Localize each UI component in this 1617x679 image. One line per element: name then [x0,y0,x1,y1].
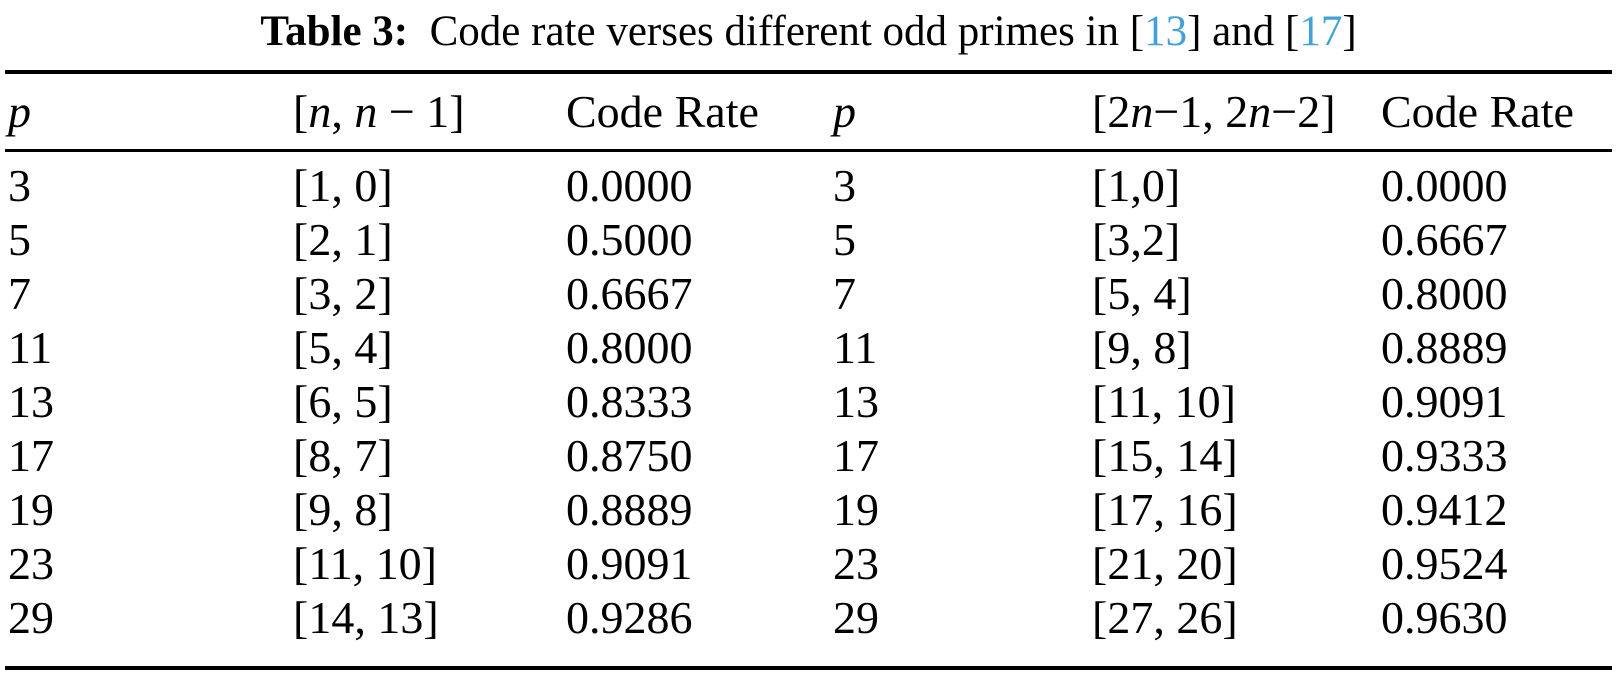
cell-code-rate: 0.8333 [566,375,693,427]
header-p-right: p [830,72,1089,152]
cell-p: 19 [833,483,879,535]
table-header-row: p [n, n − 1] Code Rate p [2n−1, 2n−2] Co… [5,72,1612,152]
table-row: 7 [3, 2] 0.6667 7 [5, 4] 0.8000 [5,266,1612,320]
table-row: 29 [14, 13] 0.9286 29 [27, 26] 0.9630 [5,590,1612,668]
cell-p: 5 [8,213,31,265]
cell-p: 29 [833,591,879,643]
citation-link[interactable]: 13 [1144,8,1188,55]
cell-code-rate: 0.9630 [1381,591,1508,643]
cell-code-rate: 0.5000 [566,213,693,265]
cell-p: 3 [8,159,31,211]
text-part: Code Rate [1381,86,1574,137]
header-n-bracket-right: [2n−1, 2n−2] [1089,72,1378,152]
cell-code-params: [17, 16] [1092,483,1238,535]
table-row: 5 [2, 1] 0.5000 5 [3,2] 0.6667 [5,212,1612,266]
cell-p: 7 [833,267,856,319]
text-part: Table 3: [260,8,409,55]
table-caption: Table 3: Code rate verses different odd … [0,0,1617,70]
header-code-rate-right: Code Rate [1378,72,1612,152]
cell-code-rate: 0.6667 [1381,213,1508,265]
cell-p: 23 [833,537,879,589]
text-part: − 1] [377,86,465,137]
table-row: 3 [1, 0] 0.0000 3 [1,0] 0.0000 [5,151,1612,213]
cell-code-params: [1, 0] [293,159,393,211]
cell-code-params: [1,0] [1092,159,1181,211]
cell-code-rate: 0.9091 [1381,375,1508,427]
math-variable: n [1248,86,1272,137]
table-row: 17 [8, 7] 0.8750 17 [15, 14] 0.9333 [5,428,1612,482]
text-part: ] and [ [1187,8,1300,55]
cell-p: 13 [833,375,879,427]
text-part: , [331,86,355,137]
cell-code-params: [21, 20] [1092,537,1238,589]
cell-code-rate: 0.0000 [566,159,693,211]
text-part: Code rate verses different odd primes in [408,8,1130,55]
cell-code-rate: 0.9524 [1381,537,1508,589]
cell-p: 29 [8,591,54,643]
cell-code-rate: 0.8889 [1381,321,1508,373]
cell-p: 13 [8,375,54,427]
cell-code-rate: 0.8889 [566,483,693,535]
cell-p: 17 [833,429,879,481]
math-variable: p [8,86,31,137]
header-code-rate-left: Code Rate [563,72,830,152]
citation-link[interactable]: 17 [1299,8,1343,55]
cell-code-params: [3,2] [1092,213,1181,265]
code-rate-table: p [n, n − 1] Code Rate p [2n−1, 2n−2] Co… [5,70,1612,670]
cell-p: 23 [8,537,54,589]
text-part: −2] [1271,86,1336,137]
header-n-bracket-left: [n, n − 1] [290,72,563,152]
cell-code-rate: 0.9286 [566,591,693,643]
cell-code-rate: 0.8000 [566,321,693,373]
cell-code-params: [14, 13] [293,591,439,643]
cell-p: 5 [833,213,856,265]
table-row: 11 [5, 4] 0.8000 11 [9, 8] 0.8889 [5,320,1612,374]
cell-p: 11 [833,321,878,373]
cell-p: 19 [8,483,54,535]
text-part: ] [1342,8,1357,55]
table-row: 13 [6, 5] 0.8333 13 [11, 10] 0.9091 [5,374,1612,428]
cell-code-params: [8, 7] [293,429,393,481]
math-variable: n [1130,86,1154,137]
cell-code-params: [6, 5] [293,375,393,427]
cell-code-rate: 0.8000 [1381,267,1508,319]
cell-code-rate: 0.8750 [566,429,693,481]
text-part: Code Rate [566,86,759,137]
cell-p: 7 [8,267,31,319]
table-row: 19 [9, 8] 0.8889 19 [17, 16] 0.9412 [5,482,1612,536]
text-part: −1, 2 [1153,86,1249,137]
cell-code-rate: 0.6667 [566,267,693,319]
math-variable: n [308,86,332,137]
cell-p: 17 [8,429,54,481]
cell-code-params: [27, 26] [1092,591,1238,643]
math-variable: n [354,86,378,137]
table-body: 3 [1, 0] 0.0000 3 [1,0] 0.0000 5 [2, 1] 0.5000 5 [… [5,151,1612,669]
text-part: [ [293,86,309,137]
cell-code-params: [3, 2] [293,267,393,319]
cell-p: 3 [833,159,856,211]
cell-code-params: [5, 4] [1092,267,1192,319]
cell-code-params: [11, 10] [1092,375,1236,427]
header-p-left: p [5,72,290,152]
cell-code-params: [2, 1] [293,213,393,265]
cell-code-params: [15, 14] [1092,429,1238,481]
text-part: [2 [1092,86,1131,137]
cell-code-params: [9, 8] [1092,321,1192,373]
cell-code-rate: 0.9333 [1381,429,1508,481]
cell-code-params: [9, 8] [293,483,393,535]
cell-p: 11 [8,321,53,373]
table-row: 23 [11, 10] 0.9091 23 [21, 20] 0.9524 [5,536,1612,590]
math-variable: p [833,86,856,137]
cell-code-rate: 0.9412 [1381,483,1508,535]
cell-code-rate: 0.0000 [1381,159,1508,211]
cell-code-params: [5, 4] [293,321,393,373]
cell-code-rate: 0.9091 [566,537,693,589]
cell-code-params: [11, 10] [293,537,437,589]
text-part: [ [1129,8,1145,55]
